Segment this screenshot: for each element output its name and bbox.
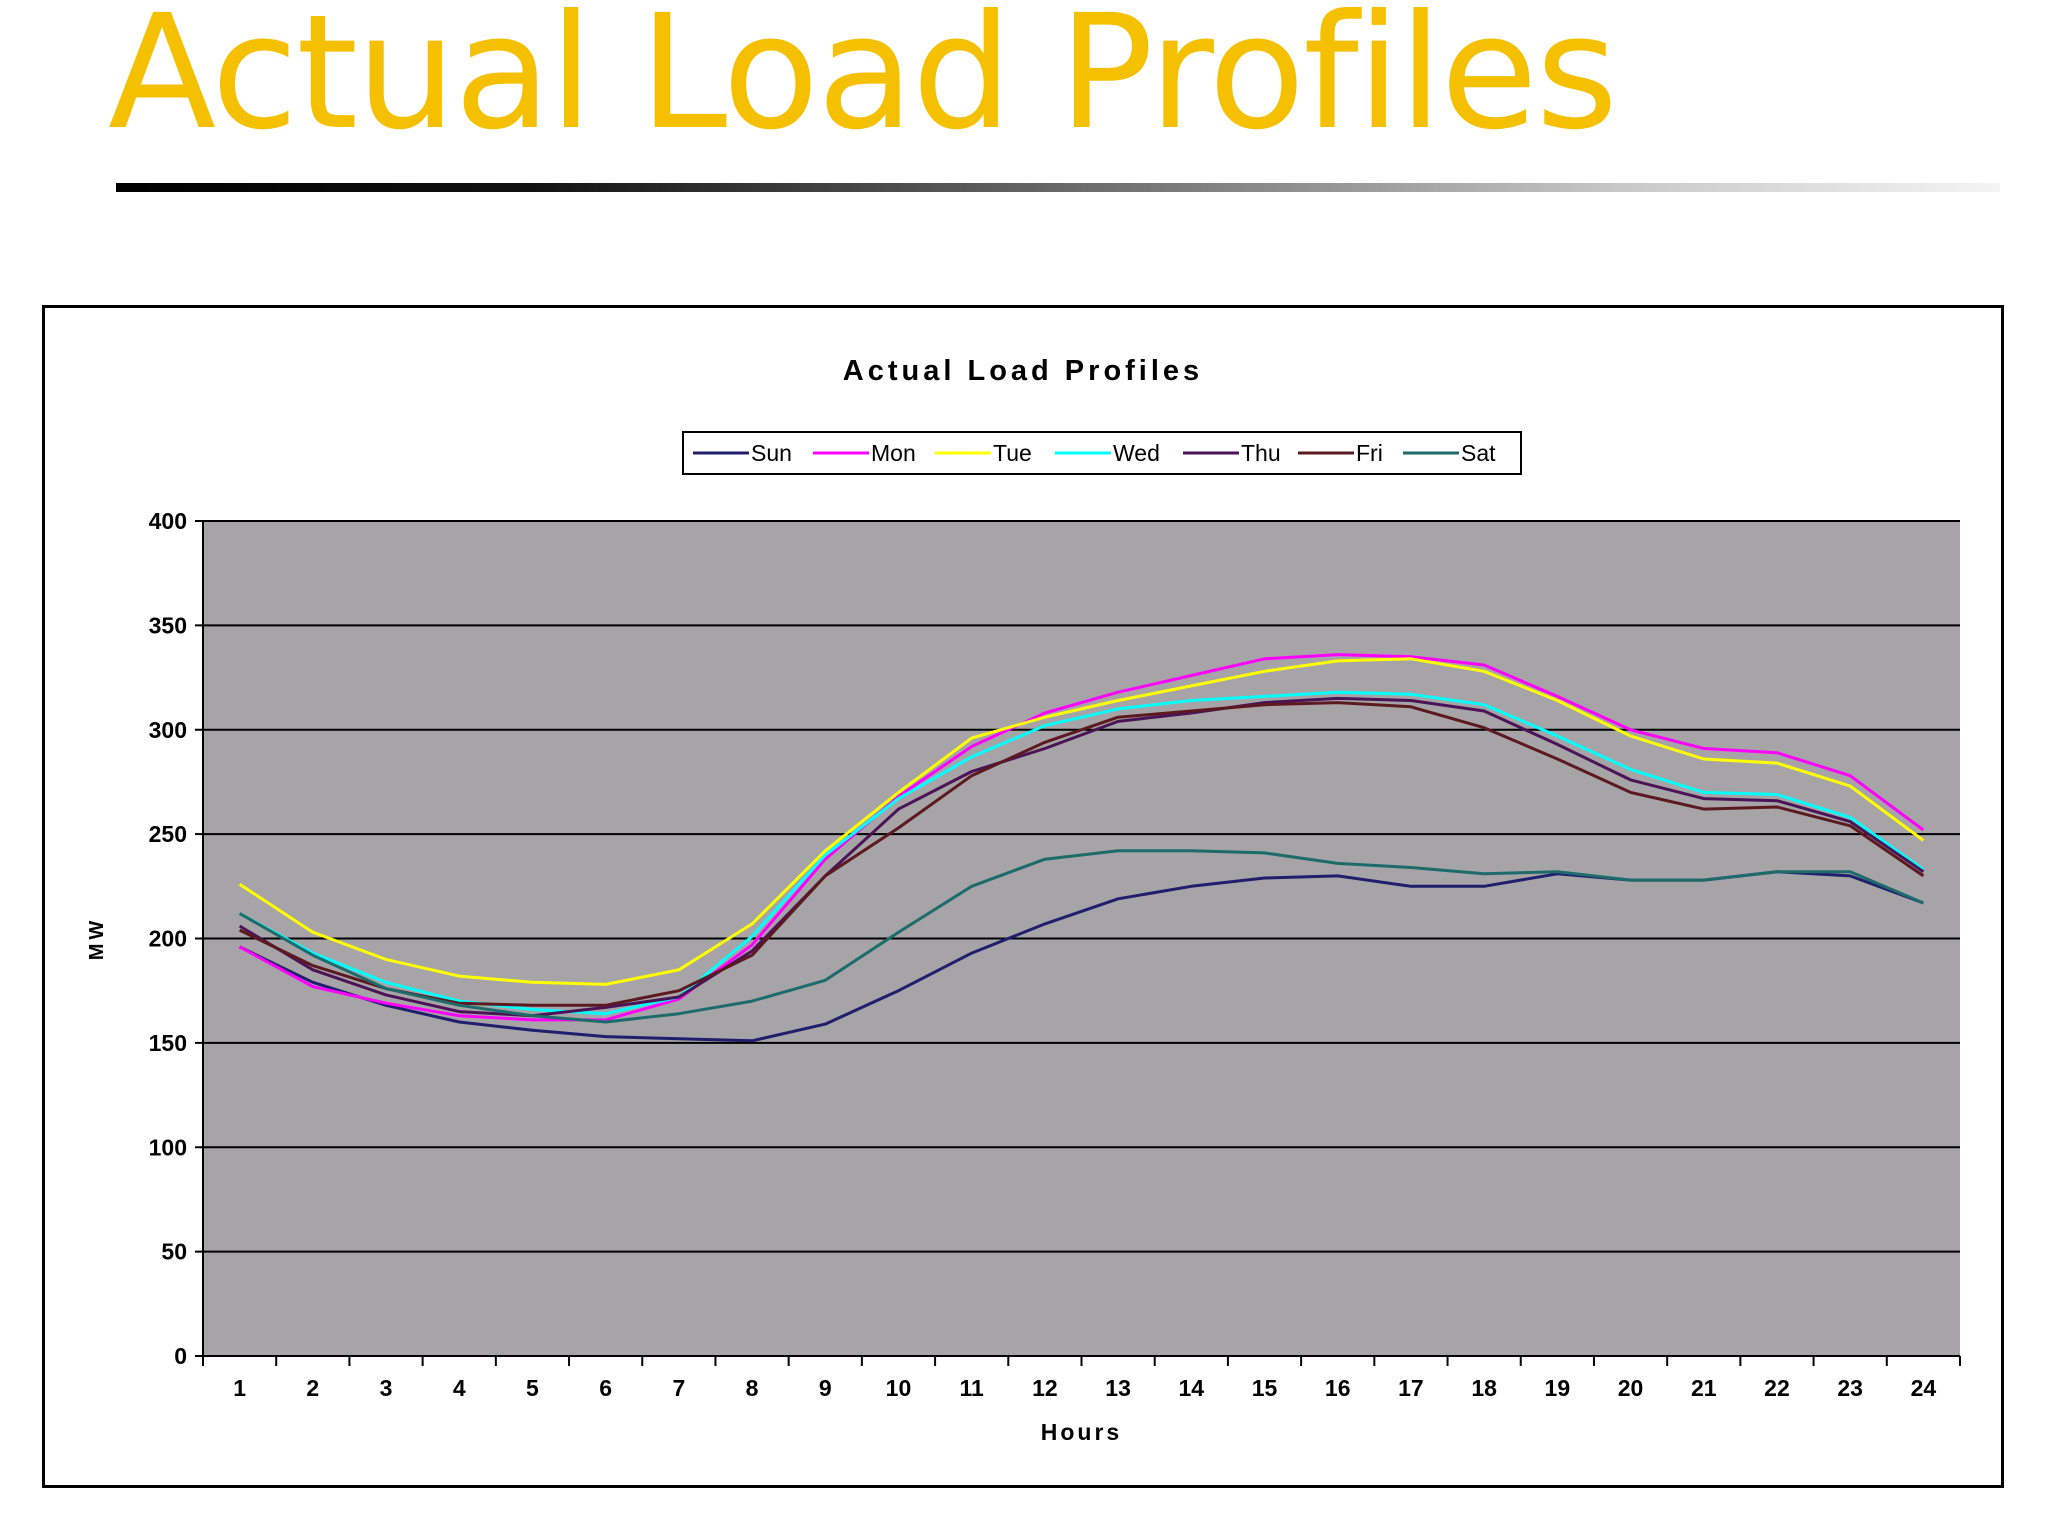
y-axis-label: MW [86, 917, 108, 961]
x-tick-label: 12 [1032, 1375, 1058, 1401]
x-tick-label: 23 [1837, 1375, 1863, 1401]
y-tick-label: 200 [149, 926, 187, 952]
x-tick-label: 20 [1618, 1375, 1644, 1401]
series-line-tue [238, 657, 1925, 986]
x-tick-label: 3 [380, 1375, 393, 1401]
x-tick-label: 17 [1398, 1375, 1424, 1401]
series-line-fri [238, 701, 1925, 1007]
y-tick-label: 300 [149, 717, 187, 743]
legend-label-mon: Mon [871, 440, 916, 466]
x-axis-label: Hours [1041, 1419, 1122, 1445]
x-tick-label: 6 [599, 1375, 612, 1401]
x-tick-label: 24 [1911, 1375, 1937, 1401]
x-tick-label: 18 [1471, 1375, 1497, 1401]
slide-title: Actual Load Profiles [108, 0, 1618, 165]
chart-title: Actual Load Profiles [843, 355, 1203, 387]
chart-frame: Actual Load Profiles Sun Mon Tue Wed Thu Fri S… [42, 305, 2004, 1488]
load-profile-chart: Actual Load Profiles Sun Mon Tue Wed Thu Fri S… [86, 355, 1961, 1445]
legend-label-tue: Tue [993, 440, 1032, 466]
x-tick-label: 19 [1545, 1375, 1571, 1401]
chart-legend: Sun Mon Tue Wed Thu Fri Sat [682, 431, 1522, 475]
series-line-mon [238, 653, 1925, 1022]
title-underline-rule [116, 183, 2000, 192]
x-tick-label: 1 [233, 1375, 246, 1401]
y-tick-label: 250 [149, 821, 187, 847]
x-tick-label: 10 [886, 1375, 912, 1401]
legend-label-sun: Sun [751, 440, 792, 466]
x-tick-label: 7 [672, 1375, 685, 1401]
y-tick-label: 150 [149, 1030, 187, 1056]
y-tick-label: 350 [149, 612, 187, 638]
series-lines [238, 653, 1925, 1043]
y-tick-label: 50 [161, 1239, 187, 1265]
legend-label-wed: Wed [1113, 440, 1160, 466]
series-line-sat [238, 849, 1924, 1024]
x-tick-label: 21 [1691, 1375, 1717, 1401]
x-tick-label: 13 [1105, 1375, 1131, 1401]
y-tick-label: 400 [149, 508, 187, 534]
x-tick-label: 4 [453, 1375, 466, 1401]
legend-label-thu: Thu [1241, 440, 1281, 466]
x-tick-label: 16 [1325, 1375, 1351, 1401]
y-tick-label: 100 [149, 1134, 187, 1160]
x-tick-label: 14 [1179, 1375, 1205, 1401]
y-tick-label: 0 [174, 1343, 187, 1369]
x-tick-label: 11 [960, 1375, 985, 1401]
x-tick-label: 15 [1252, 1375, 1278, 1401]
x-tick-label: 8 [746, 1375, 759, 1401]
x-tick-label: 2 [306, 1375, 319, 1401]
x-tick-label: 5 [526, 1375, 539, 1401]
x-tick-label: 9 [819, 1375, 832, 1401]
gridlines [203, 520, 1960, 1253]
series-line-wed [238, 690, 1925, 1016]
legend-label-fri: Fri [1356, 440, 1383, 466]
x-tick-label: 22 [1764, 1375, 1790, 1401]
legend-label-sat: Sat [1461, 440, 1496, 466]
